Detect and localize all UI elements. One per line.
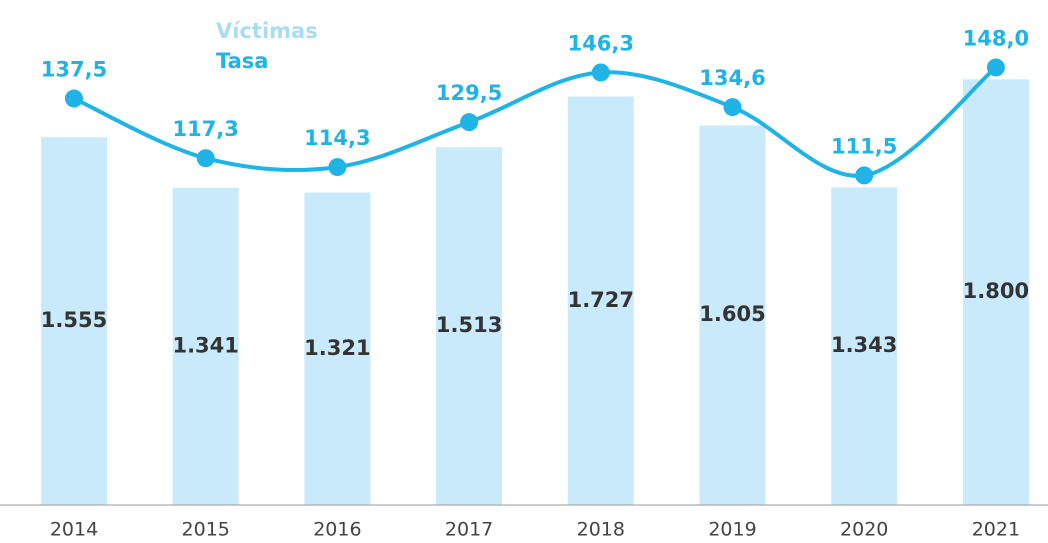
- line-label: 134,6: [699, 66, 765, 90]
- bar: [304, 192, 371, 505]
- line-label: 146,3: [568, 32, 634, 56]
- line-label: 114,3: [304, 126, 370, 150]
- line-point: [328, 158, 347, 177]
- bar-label: 1.513: [436, 313, 502, 337]
- bar: [41, 137, 107, 505]
- bar: [831, 187, 898, 505]
- line-label: 148,0: [963, 26, 1029, 50]
- line-label: 111,5: [831, 134, 897, 158]
- line-label: 117,3: [172, 117, 238, 141]
- x-tick-label: 2015: [182, 519, 230, 541]
- x-tick-label: 2014: [50, 519, 98, 541]
- x-tick-label: 2019: [708, 519, 756, 541]
- x-tick-label: 2020: [840, 519, 888, 541]
- bar-label: 1.555: [41, 308, 107, 332]
- line-point: [591, 63, 610, 82]
- line-label: 137,5: [41, 58, 107, 82]
- legend-label: Víctimas: [216, 19, 318, 43]
- x-tick-label: 2016: [313, 519, 361, 541]
- bar: [172, 187, 239, 505]
- line-point: [855, 166, 874, 185]
- line-point: [723, 98, 742, 117]
- bar: [436, 147, 503, 505]
- x-tick-label: 2021: [972, 519, 1020, 541]
- bar: [567, 96, 634, 505]
- bar-label: 1.800: [963, 279, 1029, 303]
- bar-label: 1.341: [172, 333, 238, 357]
- bar-label: 1.727: [568, 288, 634, 312]
- bar: [962, 79, 1029, 506]
- line-label: 129,5: [436, 81, 502, 105]
- line-point: [65, 89, 83, 108]
- line-point: [196, 149, 215, 168]
- line-point: [460, 113, 479, 132]
- bar-label: 1.343: [831, 333, 897, 357]
- bar: [699, 125, 766, 505]
- x-tick-label: 2018: [577, 519, 625, 541]
- line-point: [986, 58, 1005, 77]
- x-tick-label: 2017: [445, 519, 493, 541]
- bar-label: 1.605: [699, 302, 765, 326]
- bar-label: 1.321: [304, 336, 370, 360]
- legend-label: Tasa: [216, 49, 268, 73]
